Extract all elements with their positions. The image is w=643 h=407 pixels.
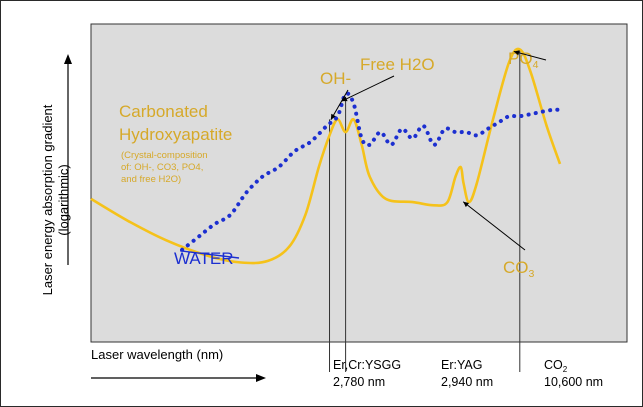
annotation-co3: CO3	[503, 258, 535, 280]
hydroxyapatite-label-line1: Carbonated	[119, 102, 208, 121]
y-axis-title: Laser energy absorption gradient (logari…	[40, 104, 71, 295]
annotation-oh-arrow	[330, 89, 349, 121]
hydroxyapatite-legend: Carbonated Hydroxyapatite (Crystal-compo…	[119, 102, 232, 185]
y-axis-label-line1: Laser energy absorption gradient	[40, 104, 55, 295]
annotation-po4-arrow-head	[513, 50, 520, 56]
hydroxyapatite-subtitle-line1: (Crystal-composition	[121, 150, 208, 161]
annotation-free-h2o: Free H2O	[360, 55, 435, 74]
marker-wavelength-er-yag: 2,940 nm	[441, 375, 493, 389]
water-line	[180, 91, 562, 252]
y-axis-arrow-head	[64, 54, 72, 64]
annotation-co3-arrow-head	[463, 201, 470, 208]
annotation-layer: OH- Free H2O PO4 CO3 WATER	[174, 49, 547, 280]
marker-wavelength-er-cr-ysgg: 2,780 nm	[333, 375, 385, 389]
annotation-po4: PO4	[508, 49, 539, 71]
annotation-po4-arrow	[513, 50, 547, 61]
annotation-water-connector	[180, 250, 240, 259]
hydroxyapatite-subtitle-line3: and free H2O)	[121, 174, 181, 185]
annotation-water: WATER	[174, 249, 234, 268]
x-axis-arrow-head	[256, 374, 266, 382]
wavelength-marker-labels: Er,Cr:YSGG 2,780 nm Er:YAG 2,940 nm CO2 …	[333, 358, 603, 389]
x-axis-label: Laser wavelength (nm)	[91, 347, 223, 362]
annotation-oh-arrow-head	[330, 113, 336, 120]
hydroxyapatite-line	[90, 47, 562, 265]
y-axis-label-line2: (logarithmic)	[56, 164, 71, 236]
annotation-free-h2o-arrow	[341, 75, 395, 102]
annotation-co3-arrow	[462, 201, 526, 251]
wavelength-marker-lines	[329, 49, 521, 372]
series-layer	[90, 47, 562, 265]
marker-label-er-cr-ysgg: Er,Cr:YSGG	[333, 358, 401, 372]
annotation-free-h2o-arrow-head	[341, 96, 348, 102]
marker-label-er-yag: Er:YAG	[441, 358, 482, 372]
hydroxyapatite-label-line2: Hydroxyapatite	[119, 125, 232, 144]
hydroxyapatite-subtitle-line2: of: OH-, CO3, PO4,	[121, 162, 203, 173]
marker-label-co2: CO2	[544, 358, 568, 374]
marker-wavelength-co2: 10,600 nm	[544, 375, 603, 389]
plot-area	[90, 23, 628, 343]
annotation-oh: OH-	[320, 69, 351, 88]
